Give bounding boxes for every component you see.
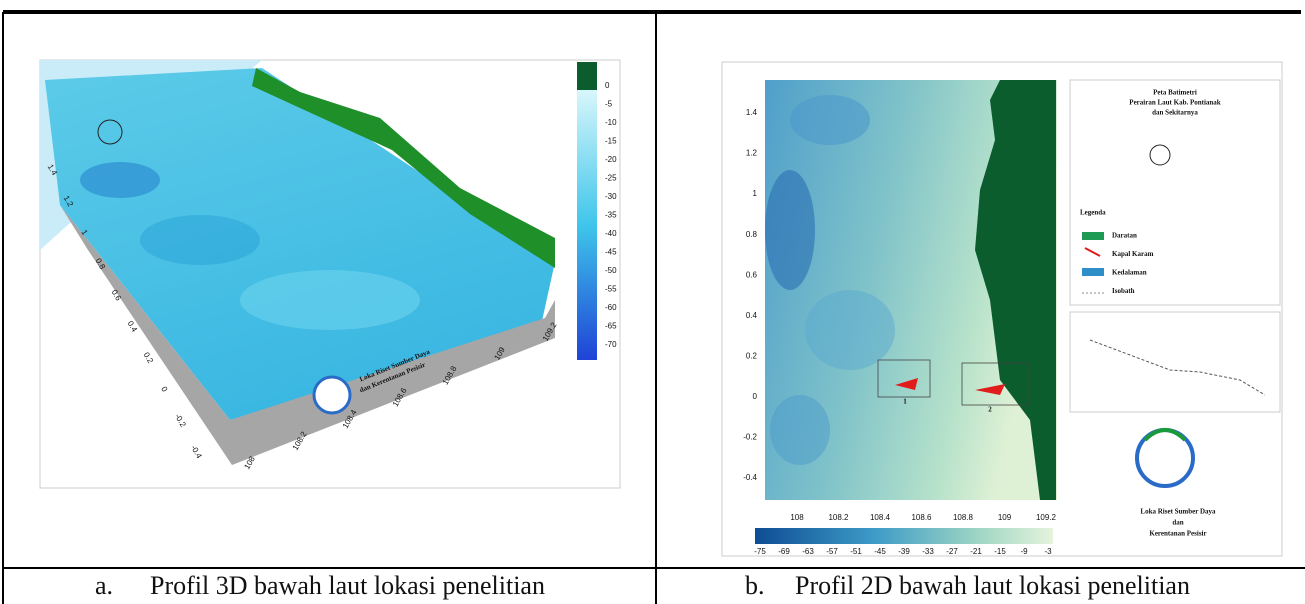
caption-label: a. [95, 571, 113, 600]
colorbar-label: -55 [605, 285, 617, 294]
legend-item: Kedalaman [1112, 269, 1147, 277]
colorbar-label: -3 [1044, 547, 1052, 556]
logo-text: Kerentanan Pesisir [1149, 530, 1206, 538]
legend-title: Perairan Laut Kab. Pontianak [1129, 99, 1221, 107]
axis-label: 108.8 [953, 513, 974, 522]
panel-2d [721, 61, 1283, 557]
colorbar-label: -63 [802, 547, 814, 556]
axis-label: 108.6 [911, 513, 932, 522]
legend-item: Isobath [1112, 287, 1135, 295]
axis-label: 1 [753, 189, 758, 198]
colorbar-label: -75 [754, 547, 766, 556]
caption: Profil 2D bawah laut lokasi penelitian [795, 571, 1190, 600]
axis-label: 108.4 [870, 513, 891, 522]
axis-label: 109 [998, 513, 1012, 522]
axis-label: 1.4 [746, 108, 758, 117]
caption: Profil 3D bawah laut lokasi penelitian [150, 571, 545, 600]
logo-text: dan [1172, 519, 1183, 527]
axis-label: 0.6 [746, 270, 758, 279]
table-border [2, 10, 1305, 604]
caption-label: b. [745, 571, 765, 600]
colorbar-label: -20 [605, 155, 617, 164]
legend-title: Peta Batimetri [1153, 89, 1197, 97]
axis-label: 0.8 [746, 230, 758, 239]
colorbar-label: -9 [1020, 547, 1028, 556]
colorbar-label: -15 [994, 547, 1006, 556]
axis-label: 109.2 [1036, 513, 1057, 522]
colorbar-label: 0 [605, 81, 610, 90]
colorbar-label: -50 [605, 266, 617, 275]
colorbar-label: -70 [605, 340, 617, 349]
legend-title: dan Sekitarnya [1152, 109, 1198, 117]
colorbar-label: -51 [850, 547, 862, 556]
colorbar-label: -40 [605, 229, 617, 238]
colorbar-label: -10 [605, 118, 617, 127]
axis-label: 0 [753, 392, 758, 401]
colorbar-label: -25 [605, 174, 617, 183]
legend-item: Kapal Karam [1112, 250, 1154, 258]
axis-label: -0.4 [743, 473, 757, 482]
colorbar-label: -45 [605, 248, 617, 257]
colorbar-label: -65 [605, 322, 617, 331]
colorbar-label: -27 [946, 547, 958, 556]
axis-label: 108.2 [828, 513, 849, 522]
axis-label: 1 [79, 228, 89, 237]
axis-label: 0.2 [746, 351, 758, 360]
colorbar-label: -45 [874, 547, 886, 556]
panel-3d [39, 59, 621, 489]
axis-label: 0.4 [746, 311, 758, 320]
axis-label: 108 [790, 513, 804, 522]
colorbar-label: -60 [605, 303, 617, 312]
axis-label: 0 [159, 385, 169, 394]
colorbar-label: -57 [826, 547, 838, 556]
colorbar-label: -15 [605, 137, 617, 146]
site-label: 2 [988, 406, 992, 414]
colorbar-label: -35 [605, 211, 617, 220]
legend-heading: Legenda [1080, 209, 1106, 217]
colorbar-label: -39 [898, 547, 910, 556]
colorbar-label: -33 [922, 547, 934, 556]
site-label: 1 [903, 398, 907, 406]
colorbar-label: -69 [778, 547, 790, 556]
colorbar-label: -21 [970, 547, 982, 556]
colorbar-label: -30 [605, 192, 617, 201]
axis-label: -0.2 [743, 433, 757, 442]
legend-item: Daratan [1112, 232, 1137, 240]
axis-label: 1.2 [746, 149, 758, 158]
colorbar-label: -5 [605, 100, 613, 109]
logo-text: Loka Riset Sumber Daya [1140, 508, 1216, 516]
